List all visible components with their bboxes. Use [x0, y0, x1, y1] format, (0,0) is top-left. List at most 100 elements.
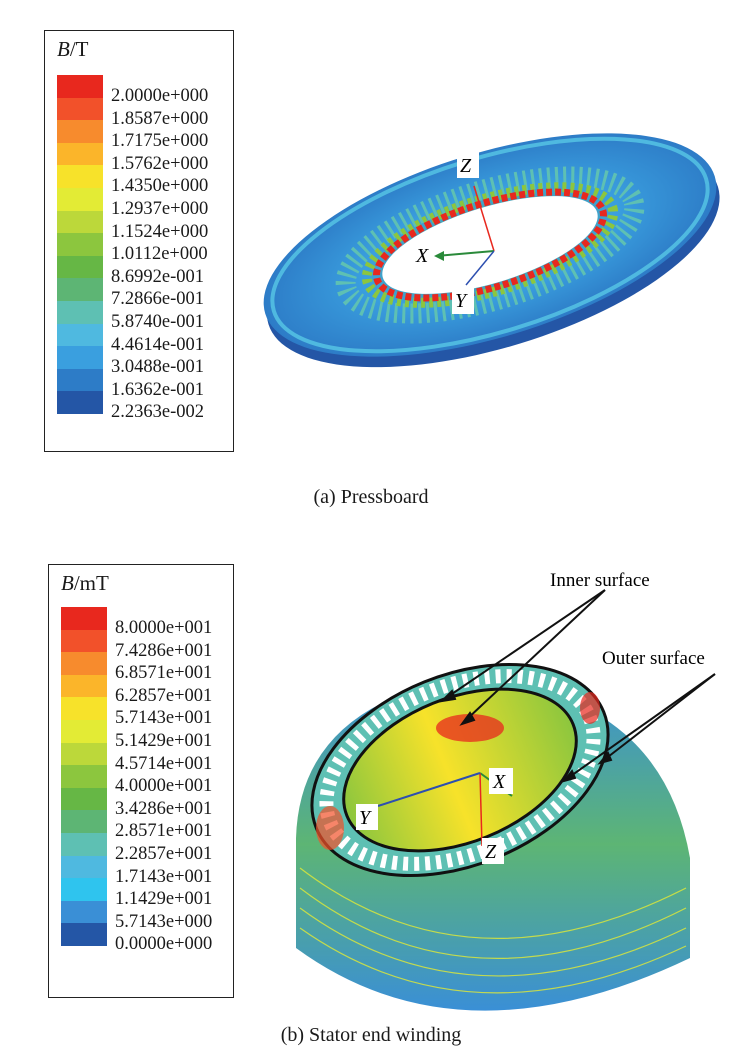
- colorbar-tick-label: 1.2937e+000: [111, 198, 209, 219]
- x-axis-label: X: [492, 771, 506, 793]
- colorbar-tick-label: 0.0000e+000: [115, 934, 213, 955]
- colorbar-tick-label: 5.7143e+001: [115, 708, 213, 729]
- colorbar-swatch: [61, 607, 107, 630]
- legend-unit: /mT: [73, 571, 109, 595]
- colorbar-swatch: [61, 923, 107, 946]
- colorbar-tick-label: 3.4286e+001: [115, 798, 213, 819]
- colorbar-tick-label: 2.2363e-002: [111, 402, 204, 423]
- outer-surface-label: Outer surface: [602, 648, 705, 669]
- colorbar-swatch: [57, 255, 103, 279]
- colorbar-swatch: [61, 629, 107, 653]
- z-axis-line: [473, 185, 495, 252]
- caption-a: (a) Pressboard: [313, 486, 429, 508]
- colorbar-tick-label: 5.8740e-001: [111, 311, 204, 332]
- ring-inner-hole: [382, 196, 598, 294]
- colorbar-swatch: [61, 810, 107, 833]
- colorbar-ticks: 8.0000e+001 7.4286e+001 6.8571e+001 6.2857e…: [115, 617, 212, 956]
- annotation-arrows: [439, 589, 716, 783]
- hot-spot-left: [316, 806, 344, 850]
- colorbar-swatch: [57, 187, 103, 211]
- inner-surface-label: Inner surface: [550, 570, 650, 591]
- colorbar-tick-label: 1.7175e+000: [111, 131, 209, 152]
- tooth-region: [361, 182, 619, 308]
- colorbar-swatch: [57, 165, 103, 188]
- winding-stripes: [299, 867, 687, 994]
- colorbar-legend-end-winding: B/mT 8.0000e+001 7.4286e+001 6.8571e+001 6.…: [48, 564, 234, 998]
- colorbar-tick-label: 7.4286e+001: [115, 640, 213, 661]
- colorbar-swatch: [57, 368, 103, 392]
- colorbar-swatch: [57, 323, 103, 347]
- colorbar-tick-label: 8.0000e+001: [115, 618, 213, 638]
- z-axis-label: Z: [485, 841, 497, 863]
- colorbar-swatch: [61, 674, 107, 698]
- colorbar-swatch: [57, 142, 103, 166]
- colorbar-ticks: 2.0000e+000 1.8587e+000 1.7175e+000 1.5762e…: [111, 85, 208, 424]
- colorbar-tick-label: 1.1524e+000: [111, 221, 209, 242]
- colorbar-tick-label: 2.8571e+001: [115, 821, 213, 842]
- y-axis-label: Y: [359, 807, 372, 829]
- panel-pressboard: B/T 2.0000e+000 1.8587e+000 1.7175e+000 1.5…: [44, 30, 720, 508]
- inner-rim-high-flux: [372, 188, 608, 302]
- colorbar-tick-label: 1.0112e+000: [111, 244, 208, 265]
- colorbar-swatch: [57, 346, 103, 369]
- hot-spot-right: [580, 692, 600, 724]
- colorbar-tick-label: 1.6362e-001: [111, 379, 204, 400]
- colorbar-tick-label: 4.0000e+001: [115, 776, 213, 797]
- colorbar-swatch: [57, 210, 103, 234]
- colorbar-tick-label: 5.7143e+000: [115, 911, 213, 932]
- caption-b: (b) Stator end winding: [280, 1024, 462, 1046]
- x-axis-line: [435, 250, 495, 257]
- colorbar-tick-label: 8.6992e-001: [111, 266, 204, 287]
- y-axis-label-bg: [356, 804, 378, 830]
- colorbar-swatch: [61, 765, 107, 788]
- colorbar-swatch: [61, 719, 107, 743]
- colorbar-swatch: [57, 233, 103, 256]
- legend-symbol: B: [61, 571, 74, 595]
- colorbar-swatch: [57, 278, 103, 301]
- colorbar-swatch: [61, 742, 107, 766]
- x-axis-label: X: [415, 245, 429, 267]
- colorbar-legend-pressboard: B/T 2.0000e+000 1.8587e+000 1.7175e+000 1.5…: [44, 30, 234, 452]
- x-axis-label-bg: [489, 768, 513, 794]
- colorbar-swatch: [61, 878, 107, 901]
- colorbar-swatch: [57, 120, 103, 143]
- hot-spot-top: [436, 714, 504, 742]
- y-axis-line: [377, 772, 481, 807]
- z-axis-label-bg: [457, 152, 479, 178]
- end-winding-render: Inner surface Outer surface X Y Z: [296, 570, 716, 1011]
- y-axis-label-bg: [452, 288, 474, 314]
- legend-title: B/mT: [61, 571, 109, 596]
- z-axis-label: Z: [460, 155, 472, 177]
- legend-symbol: B: [57, 37, 70, 61]
- colorbar-tick-label: 3.0488e-001: [111, 357, 204, 378]
- colorbar-tick-label: 1.7143e+001: [115, 866, 213, 887]
- inner-surface-ellipse: [342, 687, 578, 853]
- colorbar-swatch: [61, 832, 107, 856]
- colorbar-tick-label: 1.8587e+000: [111, 108, 209, 129]
- colorbar-tick-label: 7.2866e-001: [111, 289, 204, 310]
- colorbar-tick-label: 2.2857e+001: [115, 843, 213, 864]
- colorbar-swatches: [57, 75, 103, 414]
- colorbar-tick-label: 4.5714e+001: [115, 753, 213, 774]
- colorbar-tick-label: 1.5762e+000: [111, 153, 209, 174]
- colorbar-tick-label: 5.1429e+001: [115, 730, 213, 751]
- colorbar-swatch: [57, 75, 103, 98]
- colorbar-tick-label: 1.1429e+001: [115, 889, 213, 910]
- y-axis-line: [465, 250, 495, 286]
- colorbar-swatch: [57, 391, 103, 414]
- colorbar-swatch: [61, 652, 107, 675]
- pressboard-ring-render: Z X Y: [263, 133, 720, 368]
- x-axis-arrow: [434, 251, 444, 261]
- slot-region: [335, 166, 645, 324]
- colorbar-tick-label: 1.4350e+000: [111, 176, 209, 197]
- colorbar-tick-label: 4.4614e-001: [111, 334, 204, 355]
- colorbar-swatch: [57, 300, 103, 324]
- legend-title: B/T: [57, 37, 89, 62]
- colorbar-tick-label: 6.2857e+001: [115, 685, 213, 706]
- colorbar-swatch: [61, 855, 107, 879]
- y-axis-label: Y: [455, 290, 468, 312]
- z-axis-label-bg: [482, 838, 504, 864]
- colorbar-swatch: [57, 97, 103, 121]
- legend-unit: /T: [69, 37, 89, 61]
- panel-stator-end-winding: B/mT 8.0000e+001 7.4286e+001 6.8571e+001 6.…: [0, 528, 742, 1056]
